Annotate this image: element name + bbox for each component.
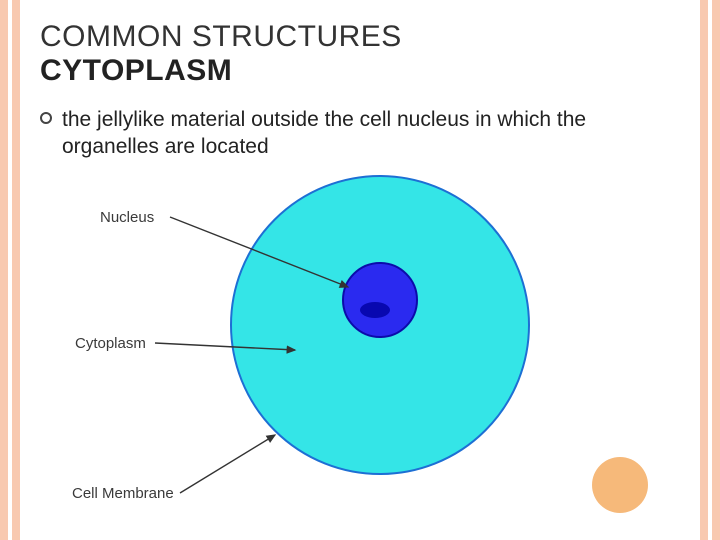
nucleolus	[360, 302, 390, 318]
label-cytoplasm: Cytoplasm	[75, 335, 146, 352]
bullet-block: the jellylike material outside the cell …	[40, 106, 680, 161]
decor-circle	[592, 457, 648, 513]
label-membrane: Cell Membrane	[72, 485, 174, 502]
label-nucleus: Nucleus	[100, 209, 154, 226]
stripe-left-1	[0, 0, 8, 540]
title-line-1: COMMON STRUCTURES	[40, 20, 680, 54]
content-area: COMMON STRUCTURES CYTOPLASM the jellylik…	[40, 20, 680, 161]
cell-diagram: Nucleus Cytoplasm Cell Membrane	[60, 175, 620, 525]
title-line-2: CYTOPLASM	[40, 54, 680, 88]
stripe-right-1	[712, 0, 720, 540]
stripe-left-2	[12, 0, 20, 540]
bullet-icon	[40, 112, 52, 124]
bullet-text: the jellylike material outside the cell …	[62, 106, 680, 161]
nucleus	[342, 262, 418, 338]
stripe-right-2	[700, 0, 708, 540]
